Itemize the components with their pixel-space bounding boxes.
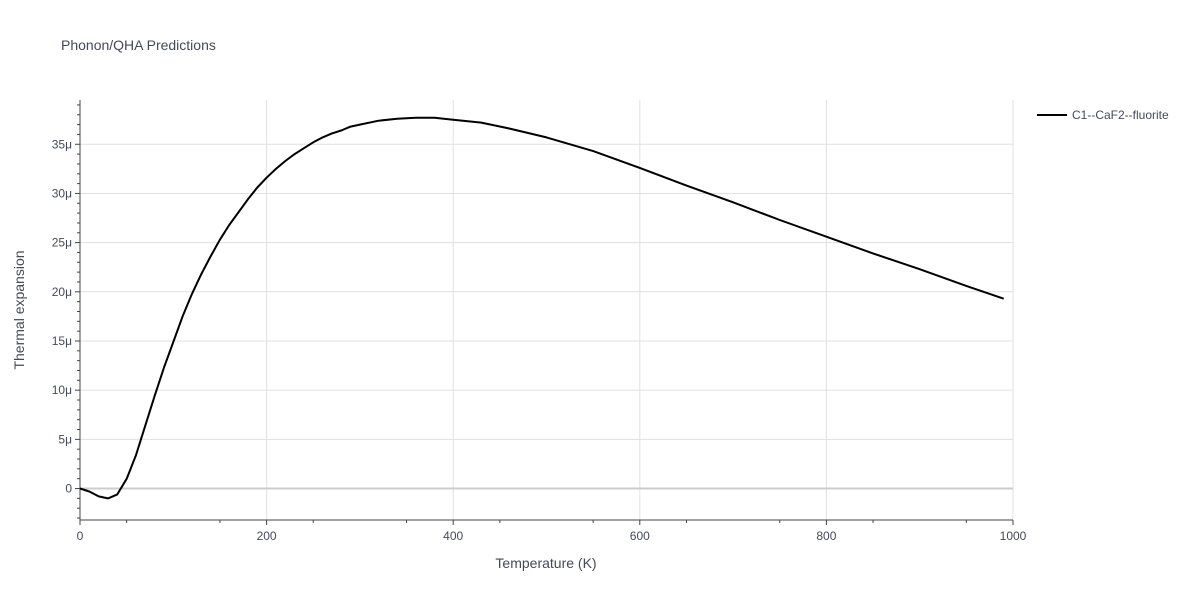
y-tick-label: 5μ — [58, 432, 72, 446]
y-tick-label: 15μ — [52, 334, 72, 348]
y-tick-label: 20μ — [52, 285, 72, 299]
axes — [79, 100, 1013, 521]
x-tick-label: 1000 — [1000, 529, 1027, 543]
series-lines — [79, 116, 1005, 500]
y-tick-label: 10μ — [52, 383, 72, 397]
y-axis-title: Thermal expansion — [11, 250, 27, 369]
x-tick-label: 400 — [443, 529, 463, 543]
x-tick-label: 800 — [816, 529, 836, 543]
x-tick-label: 600 — [630, 529, 650, 543]
legend-label: C1--CaF2--fluorite — [1072, 108, 1169, 122]
series-line[interactable] — [79, 116, 1005, 500]
x-tick-label: 200 — [257, 529, 277, 543]
x-tick-label: 0 — [77, 529, 84, 543]
y-tick-label: 0 — [65, 482, 72, 496]
y-tick-label: 30μ — [52, 186, 72, 200]
x-axis-title: Temperature (K) — [495, 555, 596, 571]
y-tick-label: 35μ — [52, 137, 72, 151]
legend[interactable]: C1--CaF2--fluorite — [1037, 108, 1169, 122]
x-axis-ticks: 0 200 400 600 800 1000 — [77, 520, 1027, 543]
grid-lines — [80, 100, 1014, 520]
chart-title: Phonon/QHA Predictions — [61, 37, 216, 53]
y-axis-ticks: 0 5μ 10μ 15μ 20μ 25μ 30μ 35μ — [52, 104, 80, 519]
y-tick-label: 25μ — [52, 236, 72, 250]
